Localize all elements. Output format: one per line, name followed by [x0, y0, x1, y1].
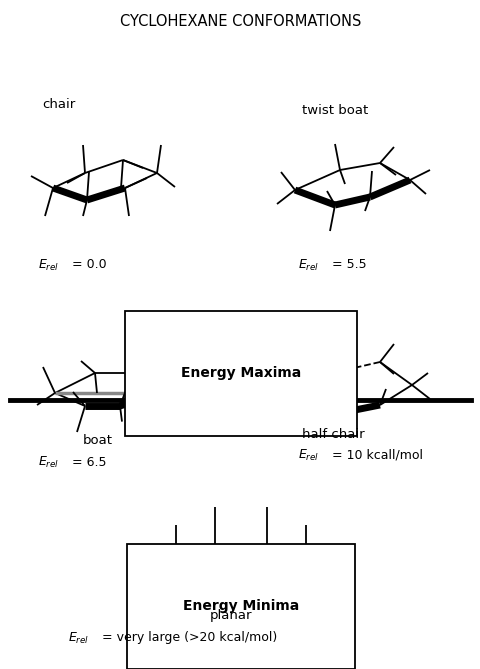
Text: = 5.5: = 5.5: [331, 258, 366, 272]
Text: boat: boat: [83, 434, 113, 446]
Text: $E_{rel}$: $E_{rel}$: [38, 258, 59, 272]
Text: $E_{rel}$: $E_{rel}$: [68, 630, 89, 646]
Text: = 10 kcall/mol: = 10 kcall/mol: [331, 448, 422, 462]
Text: Energy Maxima: Energy Maxima: [180, 367, 300, 380]
Text: = 6.5: = 6.5: [72, 456, 106, 468]
Text: half chair: half chair: [301, 429, 364, 442]
Text: CYCLOHEXANE CONFORMATIONS: CYCLOHEXANE CONFORMATIONS: [120, 15, 361, 29]
Text: $E_{rel}$: $E_{rel}$: [38, 454, 59, 470]
Text: = very large (>20 kcal/mol): = very large (>20 kcal/mol): [102, 632, 276, 644]
Text: twist boat: twist boat: [301, 104, 368, 116]
Text: Energy Minima: Energy Minima: [182, 599, 299, 613]
Text: $E_{rel}$: $E_{rel}$: [298, 448, 319, 462]
Text: $E_{rel}$: $E_{rel}$: [298, 258, 319, 272]
Text: planar: planar: [210, 609, 252, 622]
Text: chair: chair: [42, 98, 75, 112]
Text: = 0.0: = 0.0: [72, 258, 107, 272]
